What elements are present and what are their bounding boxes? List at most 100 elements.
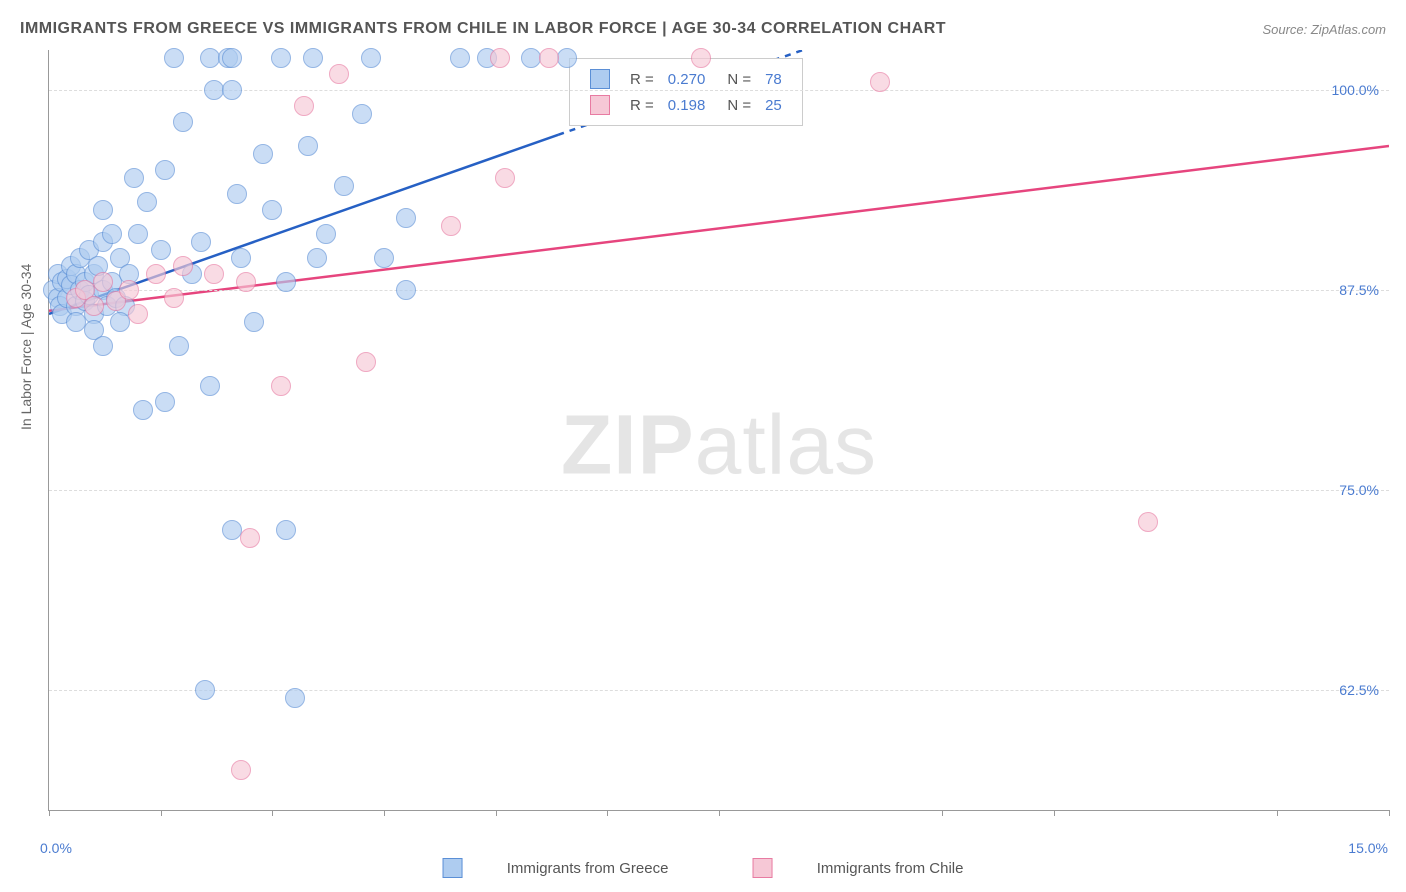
data-point-greece <box>222 80 242 100</box>
data-point-chile <box>1138 512 1158 532</box>
data-point-chile <box>231 760 251 780</box>
y-tick-label: 100.0% <box>1332 82 1379 98</box>
data-point-chile <box>539 48 559 68</box>
data-point-chile <box>356 352 376 372</box>
legend-label-chile: Immigrants from Chile <box>817 860 964 877</box>
chart-title: IMMIGRANTS FROM GREECE VS IMMIGRANTS FRO… <box>20 20 946 38</box>
data-point-greece <box>195 680 215 700</box>
x-tick <box>1389 810 1390 816</box>
data-point-chile <box>93 272 113 292</box>
data-point-chile <box>271 376 291 396</box>
x-tick <box>942 810 943 816</box>
data-point-greece <box>133 400 153 420</box>
data-point-chile <box>84 296 104 316</box>
r-value-greece: 0.270 <box>662 67 712 91</box>
data-point-greece <box>244 312 264 332</box>
data-point-chile <box>329 64 349 84</box>
data-point-greece <box>124 168 144 188</box>
data-point-greece <box>262 200 282 220</box>
data-point-greece <box>93 200 113 220</box>
data-point-greece <box>316 224 336 244</box>
data-point-chile <box>164 288 184 308</box>
n-label: N = <box>713 67 757 91</box>
data-point-greece <box>200 376 220 396</box>
data-point-greece <box>557 48 577 68</box>
data-point-chile <box>495 168 515 188</box>
data-point-greece <box>227 184 247 204</box>
x-tick <box>719 810 720 816</box>
n-value-chile: 25 <box>759 93 788 117</box>
x-tick <box>1277 810 1278 816</box>
data-point-greece <box>66 312 86 332</box>
gridline <box>49 90 1389 91</box>
y-tick-label: 75.0% <box>1339 482 1379 498</box>
x-tick <box>49 810 50 816</box>
swatch-chile <box>753 858 773 878</box>
x-tick <box>384 810 385 816</box>
stats-table: R = 0.270 N = 78 R = 0.198 N = 25 <box>582 65 790 119</box>
watermark: ZIPatlas <box>561 397 877 494</box>
data-point-greece <box>352 104 372 124</box>
data-point-chile <box>146 264 166 284</box>
x-tick <box>607 810 608 816</box>
data-point-greece <box>231 248 251 268</box>
r-value-chile: 0.198 <box>662 93 712 117</box>
n-label: N = <box>713 93 757 117</box>
data-point-greece <box>361 48 381 68</box>
legend-label-greece: Immigrants from Greece <box>507 860 669 877</box>
data-point-greece <box>276 272 296 292</box>
data-point-greece <box>253 144 273 164</box>
n-value-greece: 78 <box>759 67 788 91</box>
watermark-atlas: atlas <box>695 398 877 492</box>
data-point-greece <box>303 48 323 68</box>
watermark-zip: ZIP <box>561 398 695 492</box>
data-point-chile <box>236 272 256 292</box>
data-point-greece <box>155 392 175 412</box>
data-point-chile <box>128 304 148 324</box>
data-point-chile <box>240 528 260 548</box>
r-label: R = <box>624 93 660 117</box>
x-tick <box>1054 810 1055 816</box>
data-point-greece <box>155 160 175 180</box>
stats-row-greece: R = 0.270 N = 78 <box>584 67 788 91</box>
stats-row-chile: R = 0.198 N = 25 <box>584 93 788 117</box>
data-point-greece <box>271 48 291 68</box>
swatch-greece <box>443 858 463 878</box>
plot-area: ZIPatlas R = 0.270 N = 78 R = 0.198 N = … <box>48 50 1389 811</box>
x-tick-right: 15.0% <box>1348 840 1388 856</box>
source-label: Source: ZipAtlas.com <box>1262 22 1386 37</box>
data-point-greece <box>169 336 189 356</box>
data-point-greece <box>334 176 354 196</box>
data-point-greece <box>151 240 171 260</box>
trend-lines <box>49 50 1389 810</box>
data-point-greece <box>307 248 327 268</box>
x-tick <box>161 810 162 816</box>
swatch-greece <box>590 69 610 89</box>
data-point-greece <box>102 224 122 244</box>
legend-item-greece: Immigrants from Greece <box>423 859 693 876</box>
y-tick-label: 87.5% <box>1339 282 1379 298</box>
x-tick <box>496 810 497 816</box>
data-point-chile <box>204 264 224 284</box>
data-point-greece <box>164 48 184 68</box>
y-tick-label: 62.5% <box>1339 682 1379 698</box>
r-label: R = <box>624 67 660 91</box>
data-point-chile <box>490 48 510 68</box>
data-point-greece <box>191 232 211 252</box>
gridline <box>49 490 1389 491</box>
data-point-greece <box>298 136 318 156</box>
data-point-greece <box>396 208 416 228</box>
chart-container: IMMIGRANTS FROM GREECE VS IMMIGRANTS FRO… <box>0 0 1406 892</box>
legend-item-chile: Immigrants from Chile <box>733 859 984 876</box>
data-point-chile <box>294 96 314 116</box>
data-point-greece <box>137 192 157 212</box>
data-point-chile <box>870 72 890 92</box>
data-point-greece <box>222 48 242 68</box>
gridline <box>49 690 1389 691</box>
y-axis-label: In Labor Force | Age 30-34 <box>18 264 34 430</box>
data-point-greece <box>173 112 193 132</box>
data-point-greece <box>128 224 148 244</box>
data-point-greece <box>374 248 394 268</box>
x-tick <box>272 810 273 816</box>
data-point-greece <box>285 688 305 708</box>
